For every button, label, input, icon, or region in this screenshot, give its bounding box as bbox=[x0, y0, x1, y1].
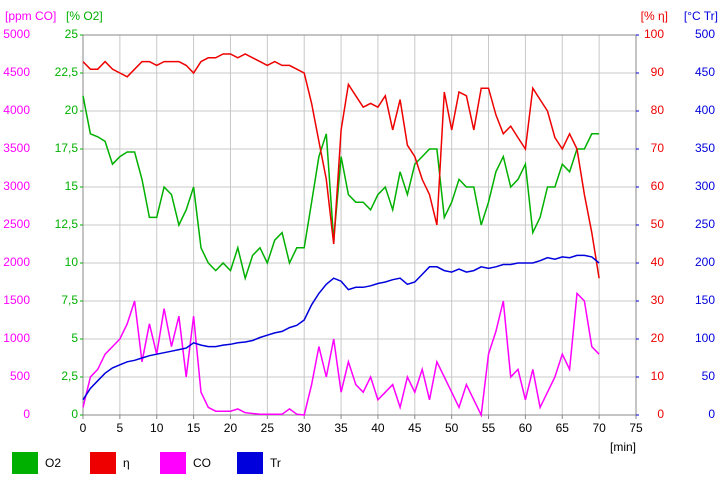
x-tick-label: 25 bbox=[261, 421, 275, 435]
x-tick-label: 10 bbox=[150, 421, 164, 435]
y-axis-label: [°C Tr] bbox=[684, 9, 718, 23]
legend-label: Tr bbox=[270, 456, 281, 470]
legend-label: η bbox=[123, 456, 130, 470]
y-axis-label: [% O2] bbox=[66, 9, 103, 23]
legend-swatch bbox=[12, 452, 38, 474]
y-tick-label: 22,5 bbox=[55, 65, 79, 79]
legend-swatch bbox=[160, 452, 186, 474]
legend-label: CO bbox=[193, 456, 211, 470]
y-tick-label: 12,5 bbox=[55, 217, 79, 231]
y-tick-label: 250 bbox=[695, 217, 715, 231]
y-tick-label: 5000 bbox=[3, 27, 30, 41]
y-tick-label: 350 bbox=[695, 141, 715, 155]
y-tick-label: 0 bbox=[71, 407, 78, 421]
y-tick-label: 4000 bbox=[3, 103, 30, 117]
y-axis-label: [ppm CO] bbox=[5, 9, 56, 23]
x-tick-label: 60 bbox=[519, 421, 533, 435]
series-line bbox=[82, 254, 600, 401]
x-tick-label: 40 bbox=[371, 421, 385, 435]
x-tick-label: 45 bbox=[408, 421, 422, 435]
legend-label: O2 bbox=[45, 456, 61, 470]
y-tick-label: 0 bbox=[23, 407, 30, 421]
y-tick-label: 50 bbox=[702, 369, 716, 383]
y-tick-label: 50 bbox=[651, 217, 665, 231]
y-tick-label: 1000 bbox=[3, 331, 30, 345]
y-tick-label: 15 bbox=[65, 179, 79, 193]
y-axis-label: [% η] bbox=[641, 9, 668, 23]
y-tick-label: 25 bbox=[65, 27, 79, 41]
y-tick-label: 90 bbox=[651, 65, 665, 79]
y-tick-label: 5 bbox=[71, 331, 78, 345]
y-tick-label: 200 bbox=[695, 255, 715, 269]
y-tick-label: 20 bbox=[65, 103, 79, 117]
y-tick-label: 100 bbox=[695, 331, 715, 345]
y-tick-label: 30 bbox=[651, 293, 665, 307]
y-tick-label: 70 bbox=[651, 141, 665, 155]
y-tick-label: 400 bbox=[695, 103, 715, 117]
y-tick-label: 0 bbox=[708, 407, 715, 421]
x-tick-label: 15 bbox=[187, 421, 201, 435]
y-tick-label: 2,5 bbox=[61, 369, 78, 383]
y-tick-label: 60 bbox=[651, 179, 665, 193]
x-axis-label: [min] bbox=[610, 440, 636, 454]
y-tick-label: 100 bbox=[644, 27, 664, 41]
y-tick-label: 0 bbox=[657, 407, 664, 421]
x-tick-label: 5 bbox=[117, 421, 124, 435]
legend-swatch bbox=[90, 452, 116, 474]
y-tick-label: 3000 bbox=[3, 179, 30, 193]
legend-swatch bbox=[237, 452, 263, 474]
y-tick-label: 4500 bbox=[3, 65, 30, 79]
x-tick-label: 70 bbox=[592, 421, 606, 435]
series-line bbox=[82, 291, 600, 418]
x-tick-label: 20 bbox=[224, 421, 238, 435]
x-tick-label: 55 bbox=[482, 421, 496, 435]
y-tick-label: 2000 bbox=[3, 255, 30, 269]
y-tick-label: 10 bbox=[651, 369, 665, 383]
y-tick-label: 300 bbox=[695, 179, 715, 193]
x-tick-label: 30 bbox=[298, 421, 312, 435]
y-tick-label: 3500 bbox=[3, 141, 30, 155]
series-line bbox=[82, 53, 600, 279]
y-tick-label: 2500 bbox=[3, 217, 30, 231]
y-tick-label: 1500 bbox=[3, 293, 30, 307]
y-tick-label: 80 bbox=[651, 103, 665, 117]
x-tick-label: 75 bbox=[629, 421, 643, 435]
y-tick-label: 40 bbox=[651, 255, 665, 269]
y-tick-label: 500 bbox=[695, 27, 715, 41]
y-tick-label: 7,5 bbox=[61, 293, 78, 307]
y-tick-label: 450 bbox=[695, 65, 715, 79]
series-line bbox=[82, 95, 600, 281]
x-tick-label: 50 bbox=[445, 421, 459, 435]
y-tick-label: 20 bbox=[651, 331, 665, 345]
x-tick-label: 35 bbox=[334, 421, 348, 435]
x-tick-label: 65 bbox=[556, 421, 570, 435]
x-tick-label: 0 bbox=[80, 421, 87, 435]
y-tick-label: 10 bbox=[65, 255, 79, 269]
y-tick-label: 150 bbox=[695, 293, 715, 307]
y-tick-label: 17,5 bbox=[55, 141, 79, 155]
y-tick-label: 500 bbox=[10, 369, 30, 383]
